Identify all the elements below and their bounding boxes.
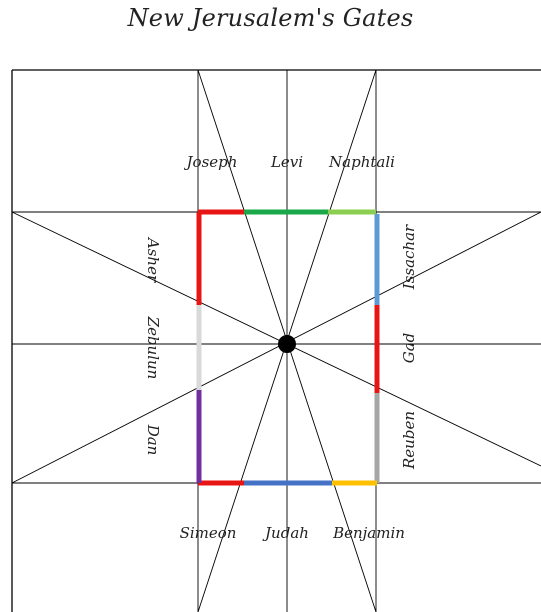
gate-label-south-2: Judah bbox=[262, 524, 309, 542]
diagram-title: New Jerusalem's Gates bbox=[127, 4, 414, 32]
gate-square bbox=[196, 209, 380, 486]
gate-label-east-1: Issachar bbox=[400, 224, 418, 290]
gate-label-north-1: Joseph bbox=[184, 153, 238, 171]
gate-label-east-2: Gad bbox=[400, 333, 418, 364]
gate-label-south-1: Simeon bbox=[180, 524, 237, 542]
outer-frame bbox=[11, 69, 541, 612]
gate-label-north-2: Levi bbox=[270, 153, 303, 171]
center-dot bbox=[278, 335, 296, 353]
gate-label-west-2: Zebulun bbox=[144, 316, 162, 380]
gate-label-west-1: Asher bbox=[144, 236, 162, 283]
radial-line bbox=[11, 211, 541, 484]
radial-line bbox=[11, 211, 541, 467]
gate-label-east-3: Reuben bbox=[400, 411, 418, 470]
gate-label-north-3: Naphtali bbox=[328, 153, 395, 171]
gate-label-south-3: Benjamin bbox=[332, 524, 405, 542]
gate-label-west-3: Dan bbox=[144, 424, 162, 456]
